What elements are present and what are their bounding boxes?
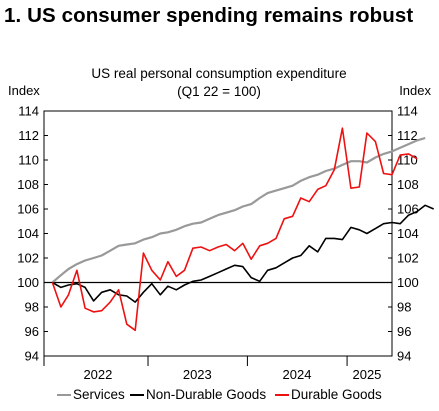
y-tick-label-left: 100	[17, 275, 39, 290]
legend-label-durable-goods: Durable Goods	[291, 387, 382, 402]
y-axis-label-right: Index	[399, 83, 431, 98]
y-tick-label-left: 98	[25, 300, 39, 315]
y-tick-label-left: 106	[17, 202, 39, 217]
y-tick-label-right: 104	[397, 226, 419, 241]
x-tick-label: 2023	[183, 367, 212, 382]
y-tick-label-left: 102	[17, 251, 39, 266]
y-tick-label-right: 108	[397, 177, 419, 192]
y-tick-label-right: 98	[397, 300, 411, 315]
y-tick-label-right: 94	[397, 349, 411, 364]
y-tick-label-left: 104	[17, 226, 39, 241]
y-tick-label-right: 102	[397, 251, 419, 266]
legend-label-non-durable-goods: Non-Durable Goods	[146, 387, 266, 402]
series-line-durable-goods	[51, 127, 418, 332]
headline: 1. US consumer spending remains robust	[4, 4, 414, 27]
legend-label-services: Services	[73, 387, 125, 402]
y-tick-label-left: 108	[17, 177, 39, 192]
plot-frame	[43, 110, 393, 357]
series-line-non-durable-goods	[52, 204, 435, 303]
y-tick-label-right: 100	[397, 275, 419, 290]
x-tick-label: 2022	[83, 367, 112, 382]
chart-subtitle: (Q1 22 = 100)	[177, 84, 261, 99]
y-axis-label-left: Index	[8, 83, 40, 98]
y-tick-label-right: 96	[397, 324, 411, 339]
y-tick-label-left: 96	[25, 324, 39, 339]
series-line-services	[51, 136, 426, 284]
x-tick-label: 2024	[283, 367, 312, 382]
y-tick-label-left: 112	[18, 128, 39, 143]
y-tick-label-left: 114	[18, 104, 39, 119]
legend: Services Non-Durable Goods Durable Goods	[57, 387, 382, 402]
y-tick-label-left: 94	[25, 349, 39, 364]
series-lines	[51, 127, 435, 332]
y-tick-label-left: 110	[18, 153, 39, 168]
x-tick-label: 2025	[352, 367, 381, 382]
y-tick-label-right: 106	[397, 202, 419, 217]
axes: 94 94 96 96 98 98 100 100 102 102 104 104 106 106 108 1…	[17, 104, 418, 383]
y-tick-label-right: 114	[397, 104, 418, 119]
chart-title: US real personal consumption expenditure	[91, 66, 346, 81]
y-tick-label-right: 112	[397, 128, 418, 143]
